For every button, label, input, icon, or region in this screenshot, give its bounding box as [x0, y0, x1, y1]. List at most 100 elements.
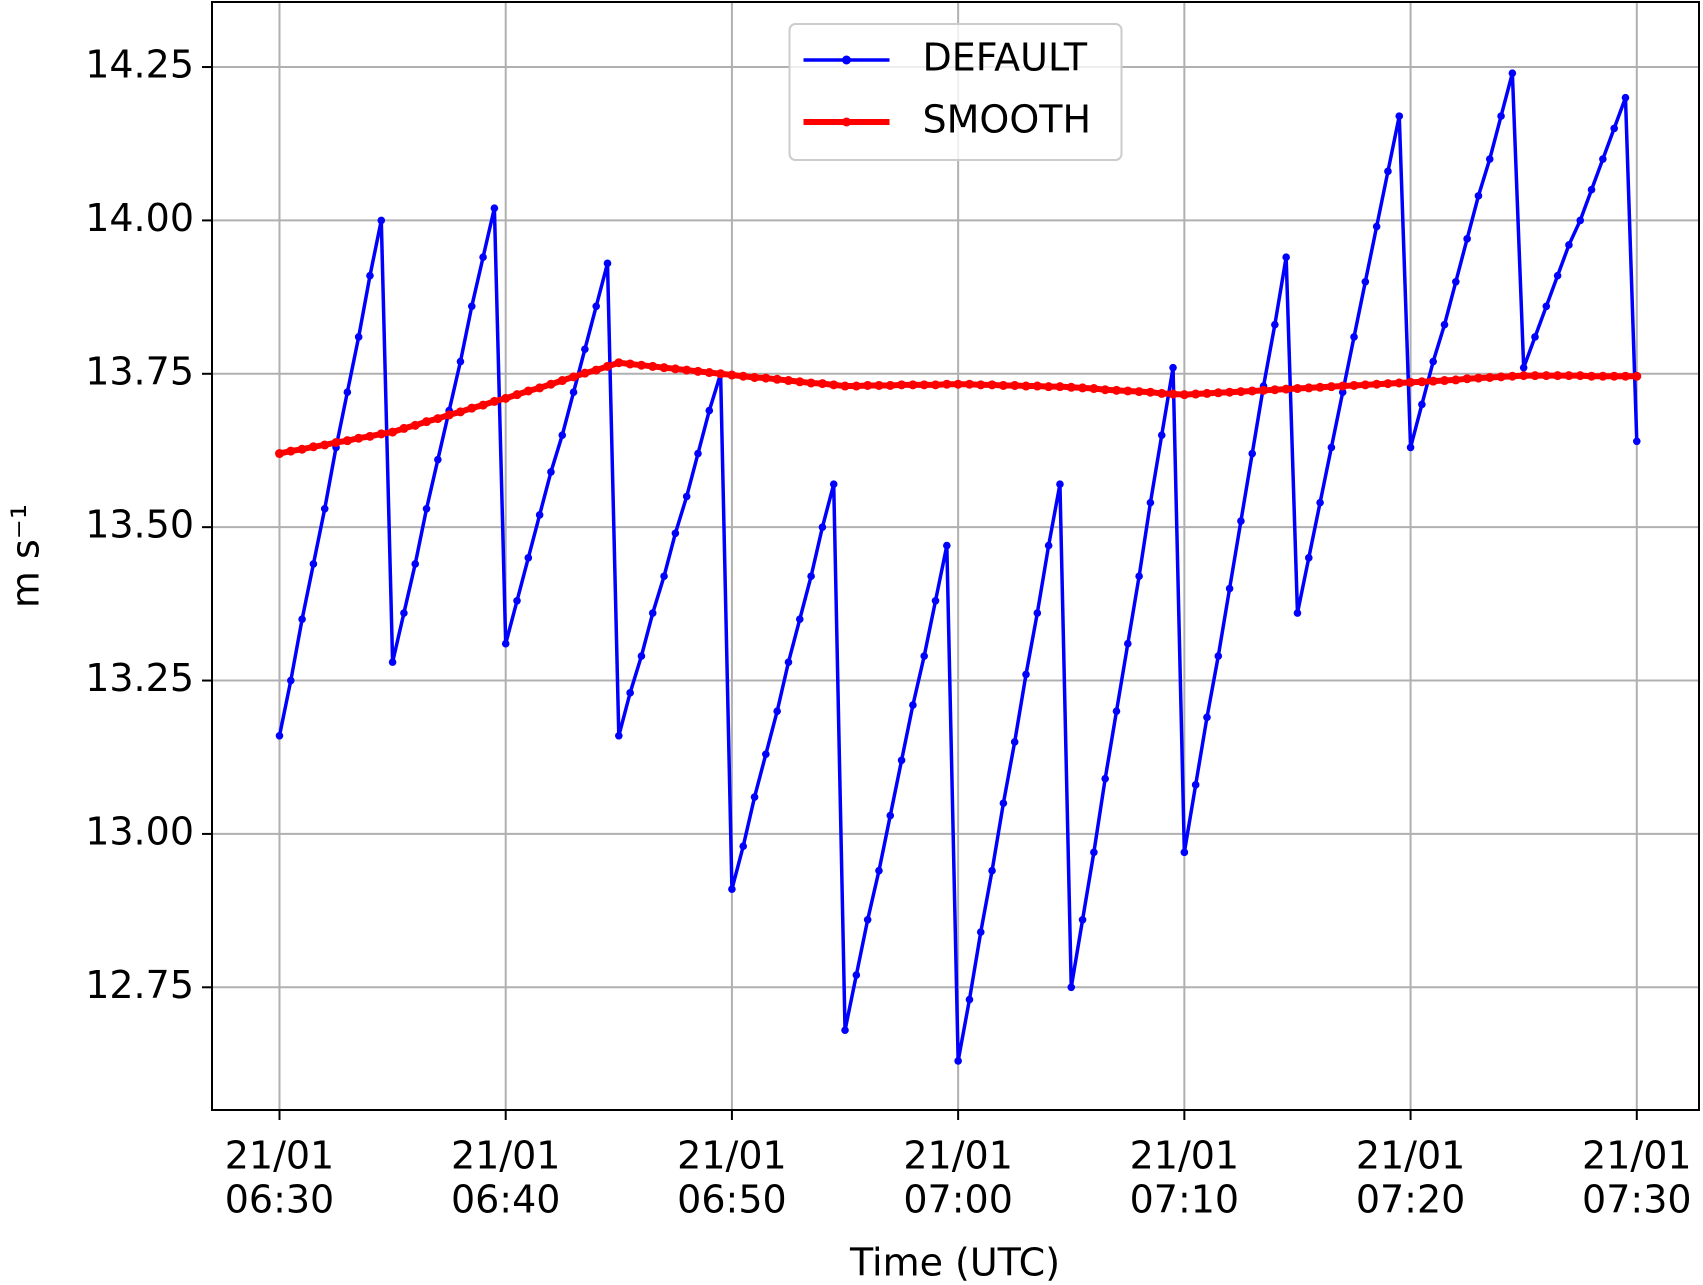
data-point — [354, 333, 363, 341]
data-point — [1531, 333, 1539, 341]
data-point — [1497, 112, 1505, 120]
x-axis-label: Time (UTC) — [849, 1241, 1060, 1285]
data-point — [547, 468, 555, 476]
data-point — [851, 381, 861, 391]
data-point — [885, 380, 895, 390]
legend-box — [788, 23, 1123, 161]
x-tick-label: 21/01 — [1582, 1134, 1692, 1178]
data-point — [558, 431, 567, 439]
data-point — [1168, 389, 1178, 399]
data-point — [1576, 216, 1585, 225]
data-point — [875, 866, 883, 875]
data-point — [1032, 381, 1042, 391]
data-point — [523, 386, 533, 396]
data-point — [1259, 385, 1269, 395]
data-point — [1338, 381, 1348, 391]
data-point — [1632, 437, 1641, 446]
data-point — [909, 701, 917, 709]
data-point — [309, 560, 318, 568]
data-point — [1066, 382, 1076, 392]
x-tick-label: 21/01 — [225, 1134, 335, 1178]
data-point — [727, 370, 737, 380]
data-point — [1021, 381, 1031, 391]
legend-marker — [842, 117, 851, 127]
data-point — [1350, 333, 1358, 341]
data-point — [1395, 112, 1404, 120]
x-tick-label: 07:30 — [1582, 1178, 1692, 1222]
data-point — [671, 529, 680, 538]
data-point — [524, 554, 533, 562]
data-point — [1541, 371, 1551, 381]
data-point — [581, 345, 589, 354]
data-point — [1360, 380, 1370, 390]
data-point — [489, 396, 499, 406]
data-point — [467, 302, 476, 311]
data-point — [1112, 707, 1121, 716]
data-point — [422, 417, 432, 427]
data-point — [1394, 378, 1404, 388]
data-point — [286, 446, 296, 456]
data-point — [1134, 387, 1144, 397]
data-point — [738, 371, 748, 381]
data-point — [1044, 382, 1054, 392]
data-point — [615, 731, 623, 740]
data-point — [603, 259, 612, 268]
data-point — [1418, 400, 1426, 409]
data-point — [1553, 271, 1562, 280]
data-point — [501, 393, 511, 403]
data-point — [784, 658, 793, 666]
data-point — [1361, 277, 1370, 286]
x-tick-label: 06:30 — [225, 1178, 335, 1222]
data-point — [1123, 386, 1133, 396]
data-point — [1282, 253, 1290, 262]
data-point — [456, 357, 465, 366]
data-point — [1428, 376, 1438, 386]
data-point — [478, 400, 488, 410]
data-point — [1135, 572, 1143, 581]
data-point — [1067, 983, 1076, 992]
data-point — [275, 731, 284, 740]
data-point — [1292, 384, 1302, 394]
data-point — [1293, 609, 1302, 617]
data-point — [1440, 320, 1449, 329]
data-point — [1213, 388, 1223, 398]
data-point — [886, 811, 895, 820]
data-point — [1202, 388, 1212, 398]
data-point — [965, 995, 974, 1004]
data-point — [1621, 93, 1630, 102]
data-point — [399, 423, 409, 433]
y-tick-label: 13.25 — [85, 656, 194, 700]
data-point — [1406, 443, 1415, 452]
data-point — [783, 376, 793, 386]
data-point — [479, 253, 487, 262]
y-tick-label: 13.75 — [85, 349, 194, 393]
data-point — [308, 442, 318, 452]
data-point — [942, 379, 952, 389]
data-point — [376, 429, 386, 439]
data-point — [1587, 371, 1597, 381]
data-point — [829, 380, 839, 390]
data-point — [411, 560, 420, 568]
y-tick-label: 14.25 — [85, 43, 194, 87]
data-point — [716, 369, 726, 379]
y-axis-label: m s⁻¹ — [4, 504, 48, 608]
data-point — [1632, 371, 1642, 381]
data-point — [592, 302, 600, 311]
data-point — [1564, 371, 1574, 381]
data-point — [761, 373, 771, 383]
data-point — [1111, 385, 1121, 395]
data-point — [434, 455, 442, 464]
data-point — [1124, 639, 1132, 648]
data-point — [772, 374, 782, 384]
data-point — [1384, 167, 1392, 176]
data-point — [1338, 388, 1347, 396]
data-point — [694, 449, 702, 458]
data-point — [976, 928, 985, 936]
data-point — [1101, 774, 1109, 783]
data-point — [1383, 379, 1393, 389]
data-point — [863, 916, 872, 924]
data-point — [1327, 443, 1336, 452]
data-point — [817, 379, 827, 389]
data-point — [648, 609, 657, 617]
data-point — [343, 388, 352, 396]
